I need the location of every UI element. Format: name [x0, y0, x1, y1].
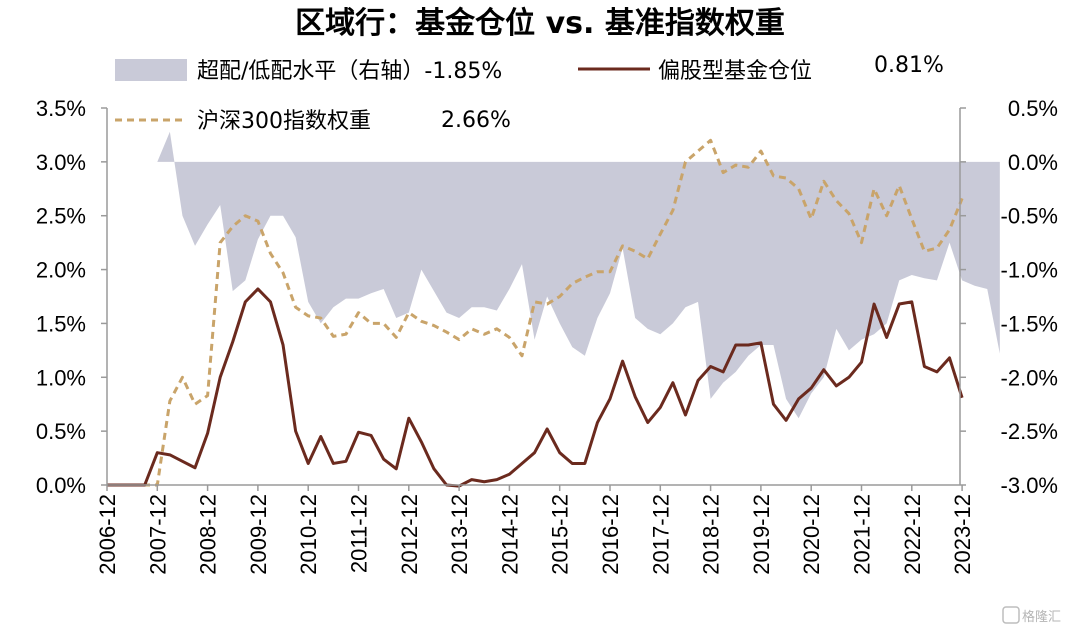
chart-title: 区域行：基金仓位 vs. 基准指数权重: [295, 6, 785, 41]
x-tick-label: 2020-12: [799, 494, 824, 575]
x-tick-label: 2023-12: [950, 494, 975, 575]
line-series-fund-position: [107, 287, 964, 488]
plot-area: [107, 131, 1000, 488]
x-tick-label: 2015-12: [548, 494, 573, 575]
x-tick-label: 2009-12: [246, 494, 271, 575]
x-tick-label: 2016-12: [598, 494, 623, 575]
right-tick-label: -2.0%: [1001, 365, 1058, 390]
left-tick-label: 3.0%: [36, 150, 86, 175]
legend-hs300-label: 沪深300指数权重: [197, 109, 371, 134]
left-tick-label: 2.0%: [36, 258, 86, 283]
x-tick-label: 2012-12: [397, 494, 422, 575]
watermark-text: 格隆汇: [1022, 609, 1061, 625]
x-tick-label: 2018-12: [699, 494, 724, 575]
area-series-overweight: [157, 131, 1000, 419]
x-tick-label: 2017-12: [648, 494, 673, 575]
right-tick-label: -1.5%: [1001, 311, 1058, 336]
legend-fund-value: 0.81%: [874, 53, 944, 78]
axes: 0.0% 0.5% 1.0% 1.5% 2.0% 2.5% 3.0% 3.5% -3.0% -2.…: [36, 96, 1058, 575]
right-tick-label: -2.5%: [1001, 419, 1058, 444]
x-tick-label: 2019-12: [749, 494, 774, 575]
x-tick-label: 2013-12: [447, 494, 472, 575]
x-tick-label: 2011-12: [347, 494, 372, 573]
watermark: 格隆汇: [1002, 606, 1061, 625]
left-tick-label: 1.0%: [36, 365, 86, 390]
right-tick-label: -3.0%: [1001, 473, 1058, 498]
right-tick-label: -1.0%: [1001, 258, 1058, 283]
x-tick-label: 2007-12: [145, 494, 170, 575]
legend-fund-label: 偏股型基金仓位: [658, 59, 812, 84]
legend-area-label: 超配/低配水平（右轴）-1.85%: [197, 59, 502, 84]
legend-area-swatch: [115, 59, 187, 81]
line-series-hs300-weight: [107, 138, 964, 487]
x-tick-label: 2021-12: [850, 494, 875, 575]
legend-hs300-value: 2.66%: [441, 108, 511, 133]
x-tick-label: 2014-12: [497, 494, 522, 575]
right-tick-label: 0.5%: [1008, 96, 1058, 121]
left-tick-label: 3.5%: [36, 96, 86, 121]
x-tick-label: 2010-12: [296, 494, 321, 575]
left-tick-label: 2.5%: [36, 204, 86, 229]
left-tick-label: 0.0%: [36, 473, 86, 498]
x-tick-label: 2006-12: [95, 494, 120, 575]
right-tick-label: -0.5%: [1001, 204, 1058, 229]
right-tick-label: 0.0%: [1008, 150, 1058, 175]
x-tick-label: 2008-12: [196, 494, 221, 575]
left-tick-label: 0.5%: [36, 419, 86, 444]
legend: 超配/低配水平（右轴）-1.85% 偏股型基金仓位 0.81% 沪深300指数权…: [115, 53, 944, 134]
left-tick-label: 1.5%: [36, 311, 86, 336]
x-tick-label: 2022-12: [900, 494, 925, 575]
watermark-logo-icon: [1002, 606, 1020, 624]
